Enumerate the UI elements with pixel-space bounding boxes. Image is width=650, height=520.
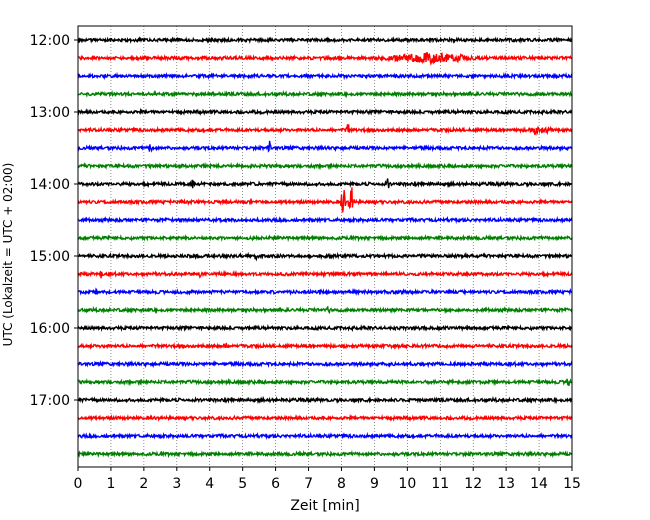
x-tick-label: 4: [205, 476, 214, 492]
y-tick-label: 14:00: [30, 177, 70, 193]
trace-1730: [77, 431, 573, 441]
trace-1715: [77, 413, 573, 423]
trace-1530: [77, 287, 573, 297]
trace-1430: [77, 215, 573, 225]
x-tick-label: 6: [271, 476, 280, 492]
x-tick-label: 0: [74, 476, 83, 492]
seismic-traces: [77, 35, 573, 459]
trace-1645: [77, 377, 573, 387]
trace-1230: [77, 71, 573, 81]
x-tick-label: 12: [464, 476, 482, 492]
x-tick-label: 2: [139, 476, 148, 492]
trace-1745: [77, 449, 573, 459]
trace-1545: [77, 305, 573, 315]
x-tick-label: 7: [304, 476, 313, 492]
trace-1515: [77, 269, 573, 279]
y-axis-label: UTC (Lokalzeit = UTC + 02:00): [1, 163, 15, 347]
trace-1500: [78, 251, 573, 262]
y-tick-label: 12:00: [30, 33, 70, 49]
trace-1600: [77, 323, 573, 333]
trace-1245: [77, 89, 573, 99]
trace-1615: [77, 341, 573, 351]
x-tick-label: 1: [106, 476, 115, 492]
x-tick-label: 8: [337, 476, 346, 492]
y-tick-label: 17:00: [30, 393, 70, 409]
trace-1445: [77, 233, 573, 243]
x-tick-label: 5: [238, 476, 247, 492]
trace-1700: [77, 395, 573, 405]
x-tick-label: 11: [431, 476, 449, 492]
x-tick-label: 10: [398, 476, 416, 492]
x-tick-label: 13: [497, 476, 515, 492]
trace-1630: [77, 359, 573, 369]
y-tick-label: 15:00: [30, 249, 70, 265]
y-tick-label: 13:00: [30, 105, 70, 121]
x-axis-label: Zeit [min]: [290, 498, 359, 514]
trace-1200: [77, 35, 573, 45]
x-tick-label: 15: [563, 476, 581, 492]
plot-frame: [77, 25, 573, 468]
x-tick-label: 9: [370, 476, 379, 492]
y-axis: 12:00 13:00 14:00 15:00 16:00 17:00: [30, 33, 78, 409]
trace-1315: [77, 124, 573, 136]
x-tick-label: 14: [530, 476, 548, 492]
trace-1345: [77, 161, 573, 171]
y-tick-label: 16:00: [30, 321, 70, 337]
trace-1215: [77, 52, 573, 66]
x-axis: 0 1 2 3 4 5 6 7 8 9 10 11 12 13 14 15: [74, 467, 581, 492]
trace-1415: [77, 187, 573, 213]
trace-1330: [77, 140, 573, 153]
x-tick-label: 3: [172, 476, 181, 492]
trace-1400: [77, 178, 573, 189]
trace-1300: [77, 107, 573, 117]
